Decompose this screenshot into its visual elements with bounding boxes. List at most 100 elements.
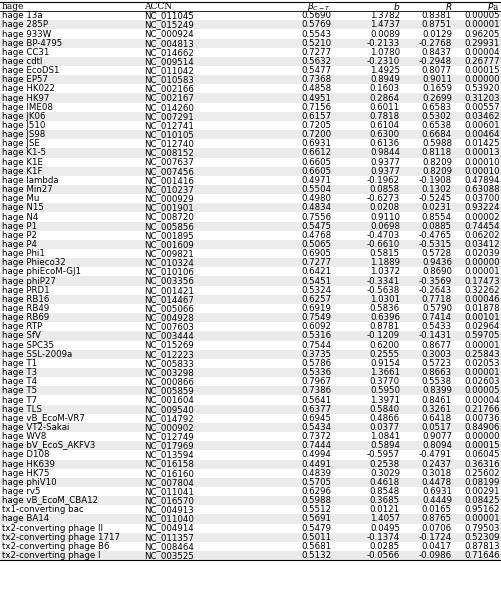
Text: NC_000902: NC_000902 [144, 423, 193, 432]
Text: 0.0129: 0.0129 [421, 29, 451, 38]
Text: 0.5894: 0.5894 [369, 441, 399, 450]
Bar [0, 523, 501, 533]
Text: 0.5786: 0.5786 [300, 359, 330, 368]
Text: 0.4994: 0.4994 [301, 450, 330, 459]
Text: 0.0165: 0.0165 [421, 505, 451, 514]
Text: 0.08425: 0.08425 [463, 496, 499, 505]
Text: 0.5316: 0.5316 [300, 331, 330, 340]
Text: NC_012740: NC_012740 [144, 139, 193, 148]
Text: 0.4449: 0.4449 [421, 496, 451, 505]
Text: NC_001421: NC_001421 [144, 285, 193, 295]
Text: 0.00015: 0.00015 [463, 441, 499, 450]
Text: 0.0858: 0.0858 [369, 185, 399, 194]
Bar [0, 551, 501, 560]
Text: hage Phi1: hage Phi1 [2, 249, 45, 258]
Text: 0.5641: 0.5641 [300, 395, 330, 404]
Bar [0, 423, 501, 432]
Text: 0.5815: 0.5815 [369, 249, 399, 258]
Text: 0.02053: 0.02053 [463, 359, 499, 368]
Text: 0.31203: 0.31203 [463, 93, 499, 102]
Text: b: b [500, 167, 501, 172]
Text: 0.6300: 0.6300 [369, 130, 399, 139]
Text: NC_000866: NC_000866 [144, 377, 193, 386]
Text: 0.4839: 0.4839 [301, 468, 330, 478]
Text: tx1-converting bac: tx1-converting bac [2, 505, 84, 514]
Bar [0, 478, 501, 487]
Text: 0.6296: 0.6296 [301, 487, 330, 496]
Text: 0.5451: 0.5451 [300, 276, 330, 285]
Text: -0.6610: -0.6610 [366, 240, 399, 249]
Text: 0.00001: 0.00001 [463, 340, 499, 350]
Text: NC_007804: NC_007804 [144, 478, 193, 487]
Text: hage IME08: hage IME08 [2, 102, 53, 112]
Text: 1.4057: 1.4057 [369, 514, 399, 523]
Text: c: c [500, 121, 501, 126]
Text: 0.6136: 0.6136 [369, 139, 399, 148]
Text: 0.93224: 0.93224 [463, 203, 499, 212]
Text: 0.5836: 0.5836 [369, 304, 399, 313]
Text: 1.3661: 1.3661 [369, 368, 399, 377]
Text: 0.4478: 0.4478 [421, 478, 451, 487]
Text: NC_001604: NC_001604 [144, 395, 193, 404]
Text: c: c [500, 131, 501, 135]
Text: 0.6157: 0.6157 [300, 112, 330, 121]
Text: 0.7818: 0.7818 [369, 112, 399, 121]
Text: 0.6092: 0.6092 [301, 322, 330, 331]
Text: hage EcoDS1: hage EcoDS1 [2, 66, 60, 75]
Text: hage T7: hage T7 [2, 395, 37, 404]
Text: NC_003356: NC_003356 [144, 276, 193, 285]
Bar [0, 350, 501, 359]
Text: b: b [500, 76, 501, 81]
Text: 0.00000: 0.00000 [463, 432, 499, 441]
Text: 0.00001: 0.00001 [463, 267, 499, 276]
Text: 0.6684: 0.6684 [421, 130, 451, 139]
Text: 0.01878: 0.01878 [463, 304, 499, 313]
Text: hage CC31: hage CC31 [2, 48, 49, 57]
Text: 0.2437: 0.2437 [421, 459, 451, 468]
Bar [0, 359, 501, 368]
Text: 0.6605: 0.6605 [300, 157, 330, 167]
Text: NC_012741: NC_012741 [144, 121, 193, 130]
Bar [0, 377, 501, 386]
Bar [0, 93, 501, 102]
Bar [0, 468, 501, 478]
Text: 0.8765: 0.8765 [421, 514, 451, 523]
Text: 0.4768: 0.4768 [300, 231, 330, 240]
Text: b: b [500, 314, 501, 318]
Text: 0.00004: 0.00004 [463, 48, 499, 57]
Text: hage SSL-2009a: hage SSL-2009a [2, 350, 72, 359]
Bar [0, 505, 501, 514]
Text: NC_002166: NC_002166 [144, 84, 193, 93]
Text: 0.7277: 0.7277 [300, 258, 330, 267]
Text: 0.7556: 0.7556 [300, 212, 330, 221]
Bar [0, 20, 501, 29]
Text: NC_007603: NC_007603 [144, 322, 193, 331]
Text: hage Mu: hage Mu [2, 194, 39, 203]
Text: -0.4765: -0.4765 [418, 231, 451, 240]
Text: tx2-converting phage I: tx2-converting phage I [2, 551, 100, 560]
Text: hage VT2-Sakai: hage VT2-Sakai [2, 423, 69, 432]
Text: NC_007291: NC_007291 [144, 112, 193, 121]
Text: 0.0377: 0.0377 [369, 423, 399, 432]
Text: 0.3261: 0.3261 [421, 404, 451, 414]
Bar [0, 139, 501, 148]
Text: NC_001895: NC_001895 [144, 231, 193, 240]
Text: hage lambda: hage lambda [2, 176, 59, 185]
Text: 0.32262: 0.32262 [463, 285, 499, 295]
Text: hage JSE: hage JSE [2, 139, 40, 148]
Text: hage SPC35: hage SPC35 [2, 340, 54, 350]
Text: 0.01425: 0.01425 [463, 139, 499, 148]
Text: tx2-converting phage II: tx2-converting phage II [2, 523, 103, 533]
Text: NC_001901: NC_001901 [144, 203, 193, 212]
Text: 0.59705: 0.59705 [463, 331, 499, 340]
Bar [0, 487, 501, 496]
Text: 0.8209: 0.8209 [421, 167, 451, 176]
Text: 0.3018: 0.3018 [421, 468, 451, 478]
Text: -0.3341: -0.3341 [366, 276, 399, 285]
Text: NC_005066: NC_005066 [144, 304, 193, 313]
Text: 0.71646: 0.71646 [463, 551, 499, 560]
Text: 0.9011: 0.9011 [421, 75, 451, 84]
Text: $b$: $b$ [392, 1, 399, 12]
Bar [0, 11, 501, 20]
Text: 1.0301: 1.0301 [369, 295, 399, 304]
